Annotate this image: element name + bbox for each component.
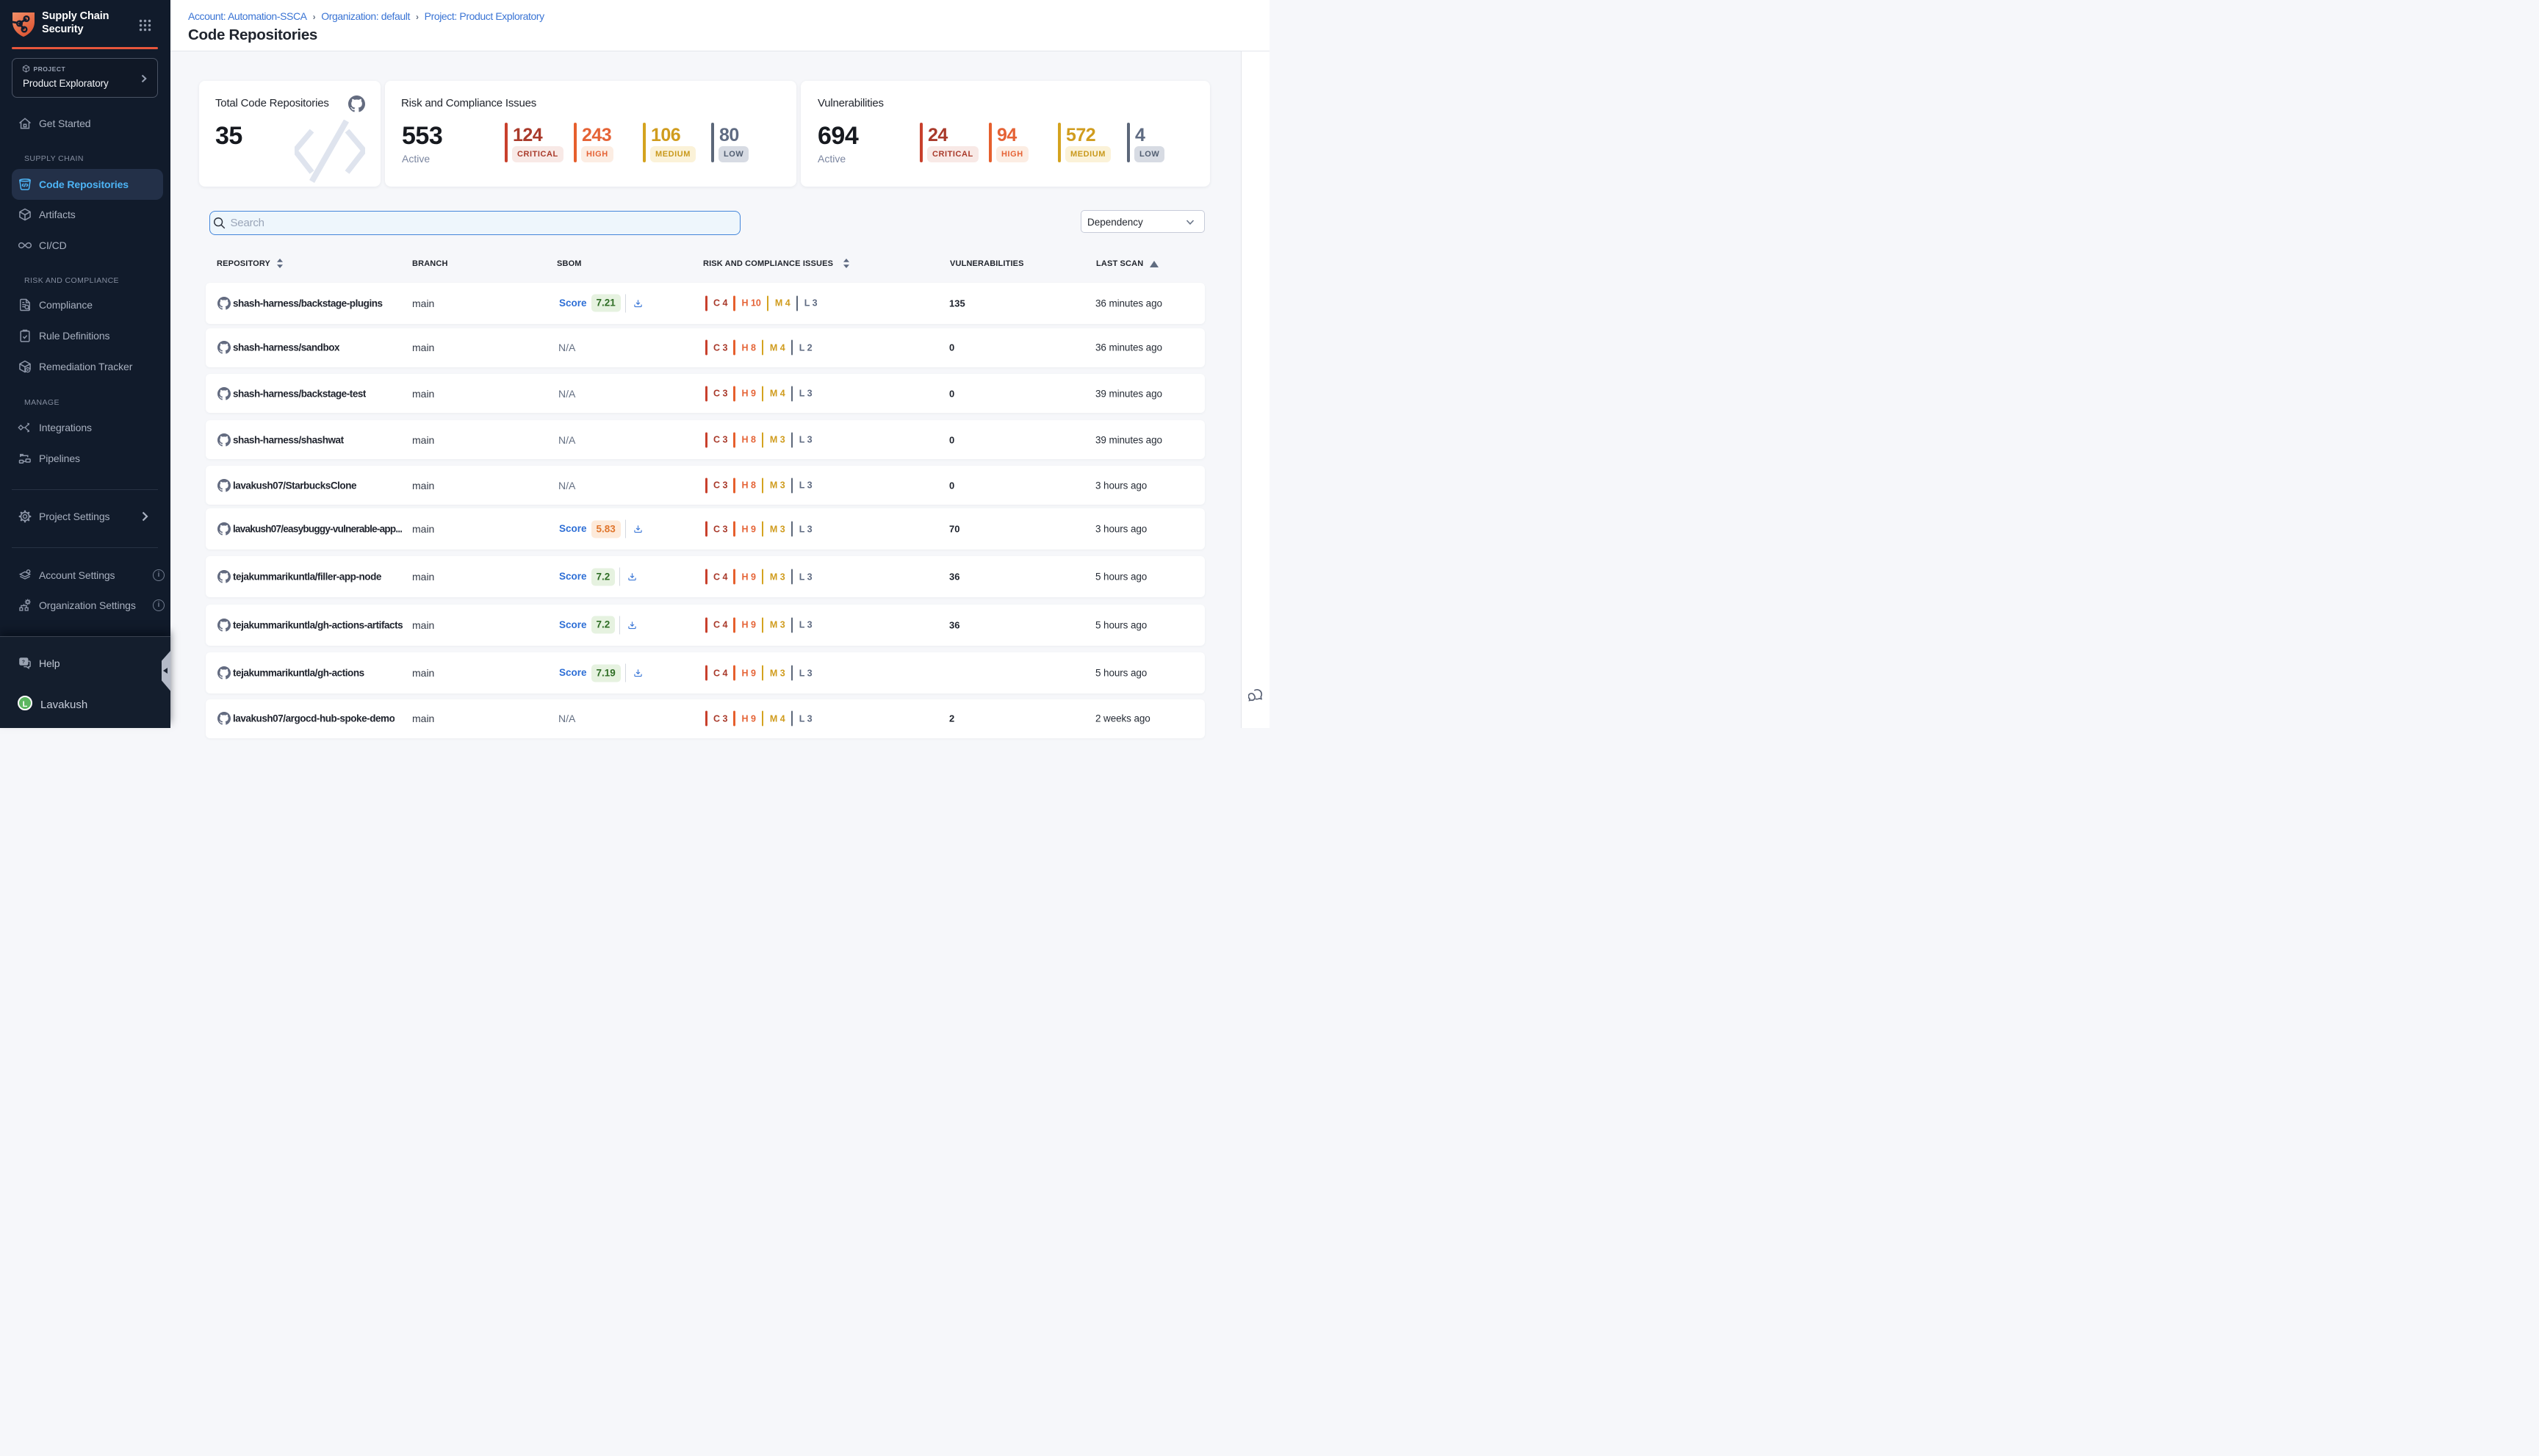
svg-text:?: ? (22, 660, 25, 665)
